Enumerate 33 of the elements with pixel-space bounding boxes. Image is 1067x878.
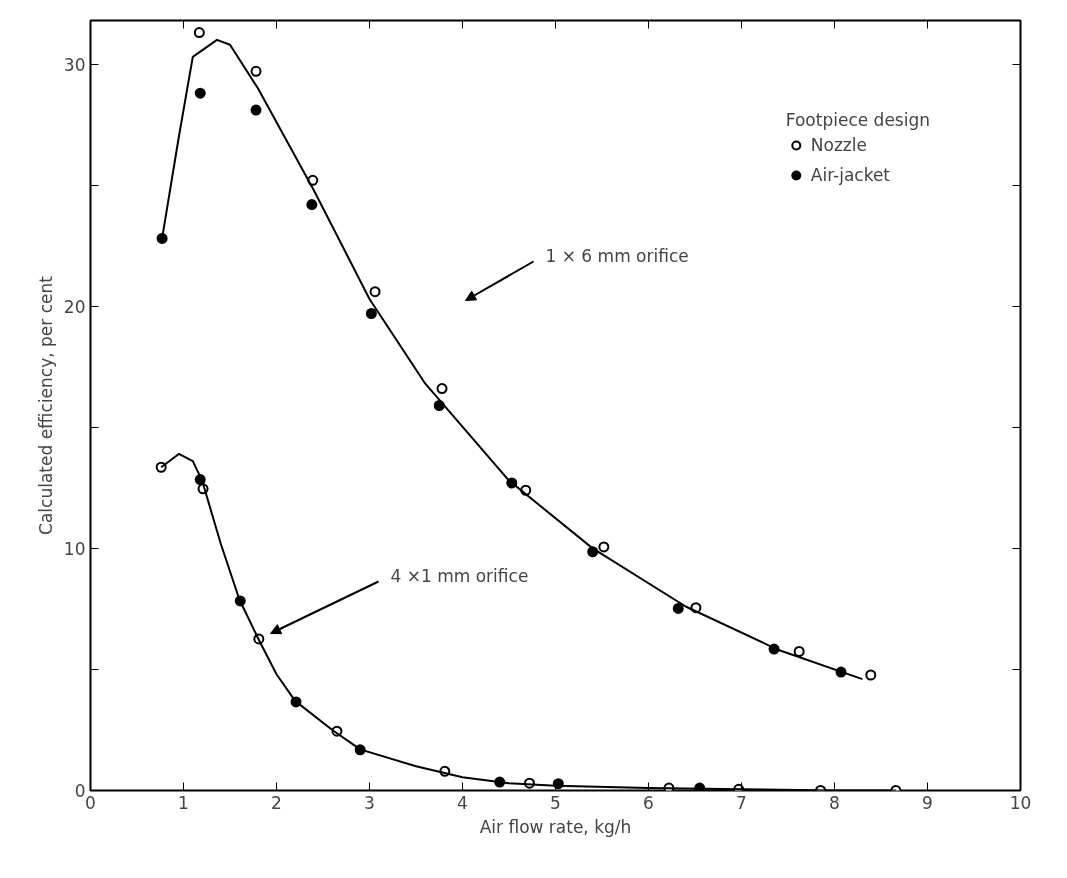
point [436, 383, 448, 395]
x-axis-title: Air flow rate, kg/h [479, 816, 632, 837]
legend-label: Nozzle [810, 135, 867, 155]
point [156, 232, 168, 244]
point [193, 27, 205, 39]
annotation: 1 × 6 mm orifice [545, 245, 689, 266]
legend-title: Footpiece design [785, 110, 930, 130]
legend-label: Air-jacket [810, 165, 891, 185]
x-tick-label: 5 [550, 792, 561, 813]
y-tick-label: 10 [63, 538, 86, 559]
point [369, 286, 381, 298]
annotation: 4 ×1 mm orifice [390, 565, 529, 586]
point [306, 199, 318, 211]
point [365, 308, 377, 319]
point [194, 87, 206, 99]
x-tick-label: 2 [271, 792, 282, 813]
x-tick-label: 1 [178, 792, 189, 813]
point [250, 65, 262, 77]
x-tick-label: 3 [364, 792, 375, 813]
point [793, 646, 805, 657]
x-tick-label: 9 [922, 792, 933, 813]
point [672, 602, 684, 614]
point [598, 541, 610, 553]
x-tick-label: 6 [643, 792, 654, 813]
point [865, 669, 877, 681]
point [250, 104, 262, 116]
y-axis-title: Calculated efficiency, per cent [35, 275, 56, 535]
x-tick-label: 8 [829, 792, 840, 813]
y-tick-label: 20 [63, 296, 86, 317]
x-tick-label: 4 [457, 792, 468, 813]
x-tick-label: 10 [1009, 792, 1032, 813]
x-tick-label: 7 [736, 792, 747, 813]
y-tick-label: 30 [63, 54, 86, 75]
